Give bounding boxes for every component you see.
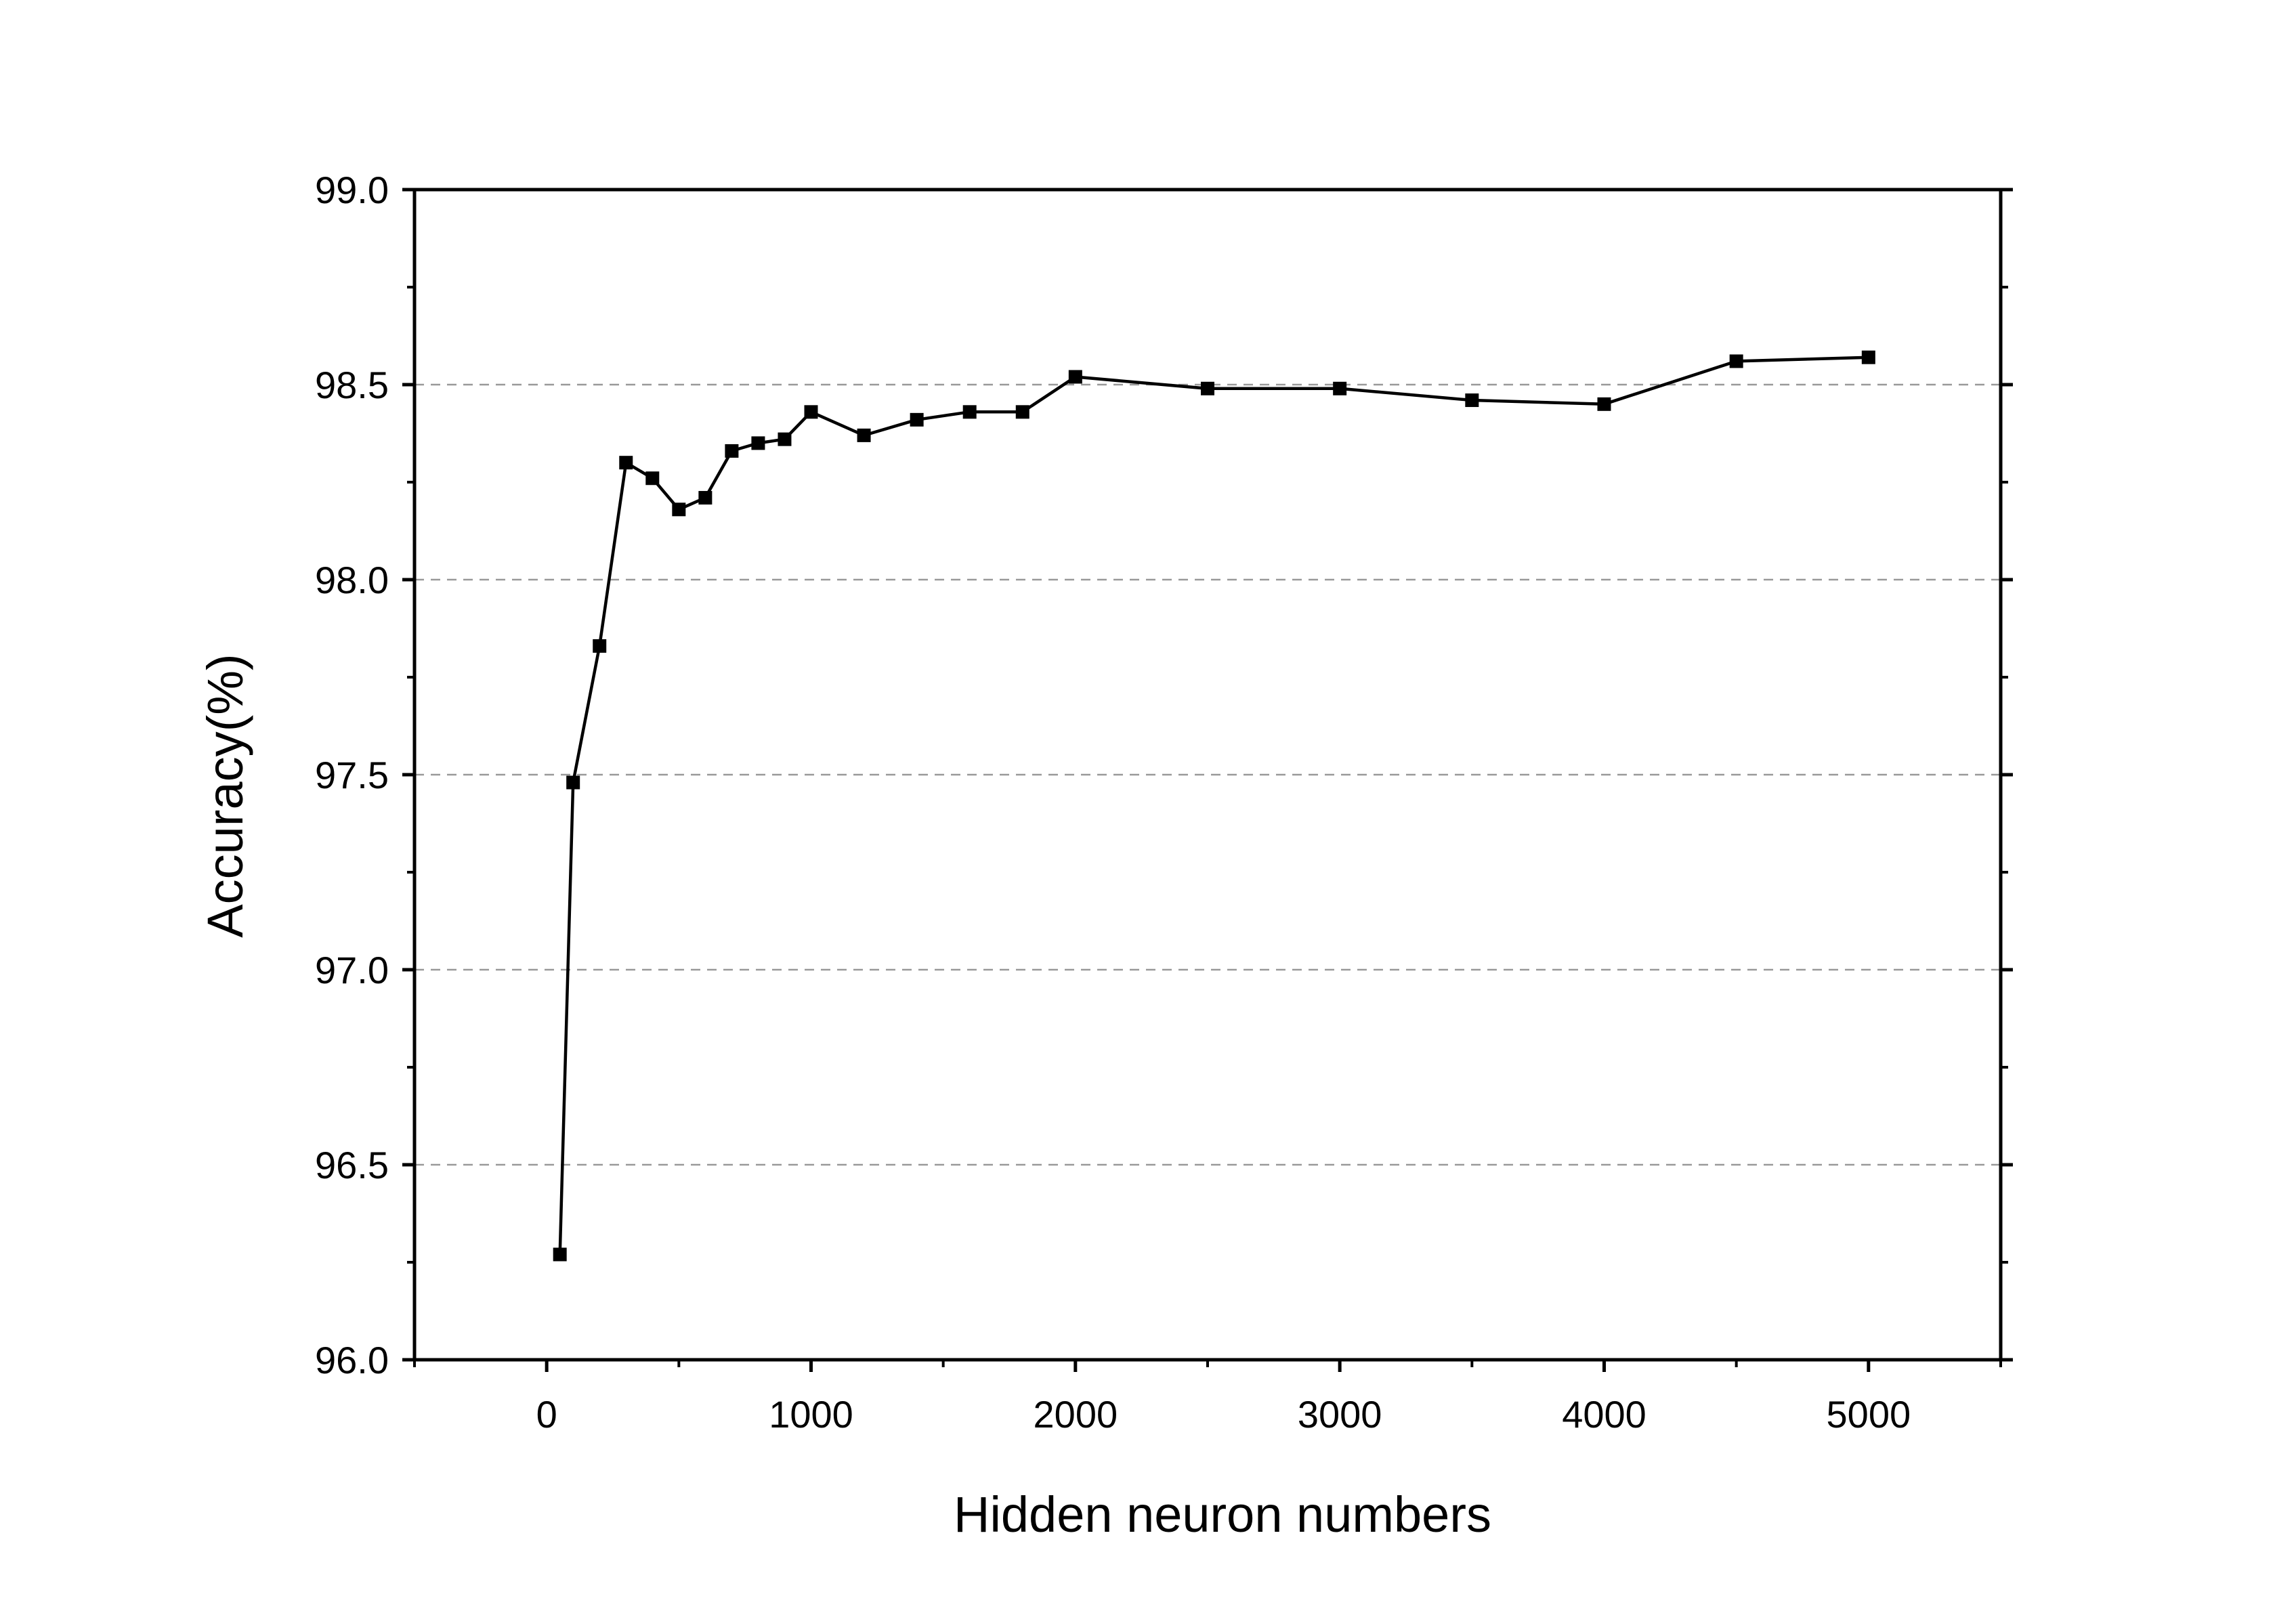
- data-point: [1465, 393, 1479, 408]
- data-point: [566, 775, 580, 790]
- x-tick-label: 3000: [1298, 1393, 1382, 1436]
- data-point: [593, 639, 607, 653]
- y-tick-label: 96.0: [315, 1339, 389, 1381]
- y-axis-label: Accuracy(%): [197, 653, 253, 937]
- data-point: [1597, 397, 1611, 411]
- x-tick-label: 5000: [1827, 1393, 1911, 1436]
- x-tick-label: 0: [536, 1393, 557, 1436]
- data-point: [910, 412, 924, 427]
- x-tick-label: 4000: [1562, 1393, 1646, 1436]
- x-axis-label: Hidden neuron numbers: [954, 1486, 1491, 1543]
- data-point: [698, 491, 713, 505]
- data-point: [751, 436, 765, 450]
- x-tick-label: 2000: [1034, 1393, 1118, 1436]
- data-point: [725, 444, 739, 458]
- axes: [402, 188, 2013, 1372]
- data-point: [645, 471, 660, 486]
- plot-frame: [412, 188, 2003, 1362]
- data-point: [672, 502, 686, 517]
- tick-labels: 96.0 96.5 97.0 97.5 98.0 98.5 99.0 0 1000 2000 300…: [315, 169, 1911, 1436]
- data-point: [619, 456, 633, 470]
- data-point: [804, 405, 818, 419]
- data-point: [1068, 370, 1082, 384]
- y-tick-label: 97.5: [315, 754, 389, 796]
- data-series: [553, 350, 1875, 1262]
- y-tick-label: 98.0: [315, 559, 389, 601]
- x-tick-label: 1000: [769, 1393, 853, 1436]
- data-point: [1333, 381, 1347, 395]
- data-point: [1729, 354, 1743, 368]
- data-point: [857, 428, 871, 442]
- series-line-0: [558, 356, 1869, 1255]
- data-point: [1861, 350, 1875, 364]
- y-tick-label: 98.5: [315, 364, 389, 406]
- data-point: [553, 1247, 567, 1262]
- data-point: [1201, 381, 1214, 395]
- y-tick-label: 96.5: [315, 1144, 389, 1186]
- y-tick-label: 97.0: [315, 949, 389, 991]
- gridlines: [414, 383, 2001, 1166]
- y-tick-label: 99.0: [315, 169, 389, 211]
- data-point: [778, 432, 792, 446]
- data-point: [962, 405, 977, 419]
- data-point: [1015, 405, 1029, 419]
